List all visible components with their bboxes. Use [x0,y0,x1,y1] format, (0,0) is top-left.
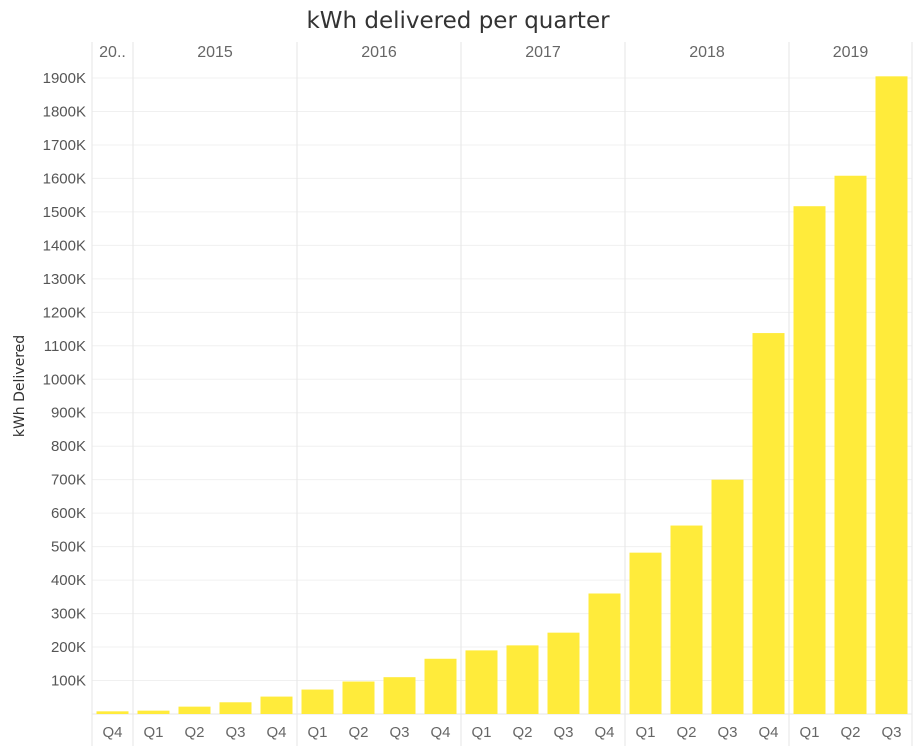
quarter-label: Q2 [184,724,204,741]
year-separators [91,42,913,746]
quarter-label: Q1 [471,724,491,741]
quarter-label: Q3 [553,724,573,741]
quarter-label: Q4 [266,724,286,741]
quarter-label: Q1 [799,724,819,741]
y-tick-label: 500K [51,539,86,556]
y-tick-label: 1600K [43,170,86,187]
bar [588,593,621,714]
y-tick-label: 100K [51,673,86,690]
gridlines [92,77,912,682]
quarter-label: Q3 [717,724,737,741]
quarter-label: Q4 [430,724,450,741]
bar [219,702,252,714]
y-tick-label: 800K [51,438,86,455]
quarter-label: Q1 [635,724,655,741]
bar [752,333,785,714]
bar [260,696,293,714]
quarter-label: Q3 [225,724,245,741]
bar [178,706,211,714]
year-label: 2017 [525,44,561,61]
y-axis-title: kWh Delivered [12,335,28,437]
quarter-label: Q4 [758,724,778,741]
year-label: 2015 [197,44,233,61]
quarter-label: Q2 [348,724,368,741]
y-tick-label: 1200K [43,304,86,321]
year-header: 20.. 2015 2016 2017 2018 2019 [99,44,868,61]
year-label: 2018 [689,44,725,61]
year-label: 2019 [833,44,869,61]
bar [383,677,416,714]
quarter-label: Q1 [143,724,163,741]
bar [547,632,580,714]
y-tick-label: 600K [51,505,86,522]
bars [96,76,908,715]
y-tick-label: 1800K [43,103,86,120]
bar [834,175,867,714]
bar [465,650,498,714]
quarter-label: Q3 [881,724,901,741]
quarter-label: Q4 [102,724,122,741]
bar [137,710,170,714]
quarter-axis: Q4 Q1 Q2 Q3 Q4 Q1 Q2 Q3 Q4 Q1 Q2 Q3 Q4 Q1 Q2 Q3 Q4 Q1 Q2 Q3 [102,724,901,741]
bar [793,206,826,714]
y-tick-label: 1000K [43,371,86,388]
y-tick-label: 1500K [43,204,86,221]
quarter-label: Q1 [307,724,327,741]
bar [711,479,744,714]
y-tick-label: 300K [51,606,86,623]
bar [629,552,662,714]
bar [424,658,457,714]
y-tick-label: 700K [51,472,86,489]
year-label: 2016 [361,44,397,61]
quarter-label: Q3 [389,724,409,741]
bar [301,689,334,714]
bar [96,711,129,714]
y-tick-label: 1900K [43,70,86,87]
y-tick-label: 1300K [43,271,86,288]
y-tick-label: 900K [51,405,86,422]
y-tick-label: 400K [51,572,86,589]
y-tick-label: 1700K [43,137,86,154]
bar [670,525,703,714]
y-axis-ticks: 100K 200K 300K 400K 500K 600K 700K 800K 900K 1000… [43,70,86,690]
chart-title: kWh delivered per quarter [306,8,610,34]
quarter-label: Q2 [676,724,696,741]
quarter-label: Q4 [594,724,614,741]
quarter-label: Q2 [840,724,860,741]
bar [506,645,539,714]
quarter-label: Q2 [512,724,532,741]
year-label: 20.. [99,44,126,61]
y-tick-label: 1400K [43,237,86,254]
y-tick-label: 200K [51,639,86,656]
bar [875,76,908,715]
bar [342,681,375,714]
y-tick-label: 1100K [44,338,86,355]
